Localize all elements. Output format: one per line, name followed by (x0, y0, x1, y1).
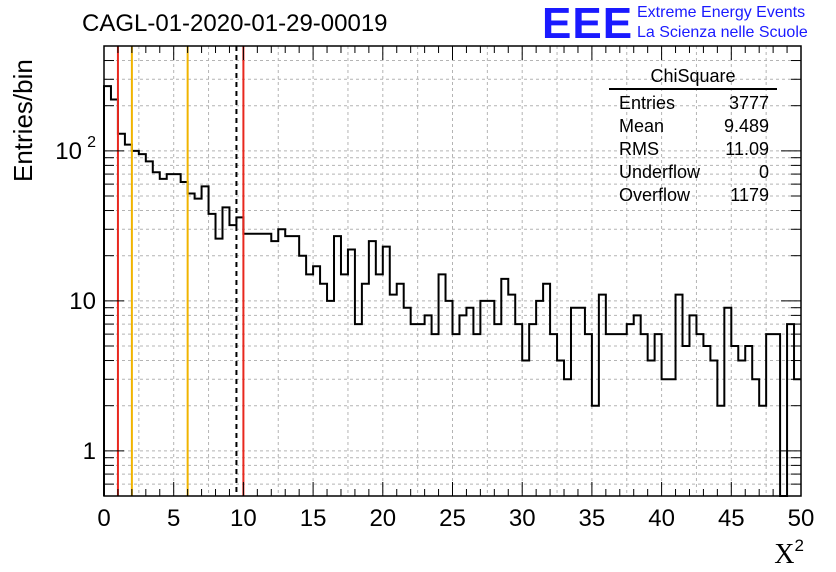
y-tick-label: 10 (69, 288, 96, 315)
eee-logo: EEE (542, 0, 634, 48)
x-tick-label: 25 (439, 505, 466, 532)
chart-grid (104, 46, 801, 496)
x-tick-label: 20 (369, 505, 396, 532)
stats-row: Entries 3777 (609, 92, 777, 115)
stats-label: RMS (619, 139, 659, 159)
x-axis-label-superscript: 2 (794, 536, 804, 555)
x-tick-label: 5 (167, 505, 180, 532)
stats-value: 11.09 (725, 139, 769, 159)
x-tick-label: 30 (509, 505, 536, 532)
stats-box-title: ChiSquare (609, 66, 777, 90)
stats-row: RMS 11.09 (609, 138, 777, 161)
x-axis-label: X2 (774, 536, 804, 571)
stats-box: ChiSquare Entries 3777 Mean 9.489 RMS 11.09… (609, 66, 777, 207)
histogram-outline (103, 85, 801, 497)
chart-title: CAGL-01-2020-01-29-00019 (82, 10, 388, 37)
stats-value: 9.489 (723, 116, 769, 136)
y-tick-label: 10 (55, 138, 82, 165)
chart-axes: 0 5 10 15 20 25 30 35 40 45 50 1 10 10 2 (55, 45, 815, 532)
x-tick-label: 40 (648, 505, 675, 532)
stats-label: Overflow (619, 185, 691, 205)
stats-row: Underflow 0 (609, 161, 777, 184)
stats-label: Mean (619, 116, 665, 136)
x-axis-label-base: X (774, 539, 795, 570)
logo-caption-line1: Extreme Energy Events (637, 4, 806, 21)
stats-row: Mean 9.489 (609, 115, 777, 138)
stats-row: Overflow 1179 (609, 184, 777, 207)
logo-caption-line2: La Scienza nelle Scuole (637, 24, 808, 41)
x-tick-label: 45 (718, 505, 745, 532)
histogram-series (103, 85, 801, 497)
x-tick-label: 0 (97, 505, 110, 532)
stats-value: 3777 (728, 93, 769, 113)
y-tick-label: 1 (83, 438, 96, 465)
stats-value: 0 (758, 162, 769, 182)
x-tick-label: 50 (788, 505, 815, 532)
reference-lines (116, 46, 245, 496)
stats-value: 1179 (730, 185, 769, 205)
x-tick-label: 15 (300, 505, 327, 532)
stats-label: Entries (619, 93, 676, 113)
x-tick-label: 10 (230, 505, 257, 532)
stats-label: Underflow (619, 162, 701, 182)
logo-caption: Extreme Energy Events La Scienza nelle S… (637, 3, 808, 43)
x-tick-label: 35 (579, 505, 606, 532)
y-axis-label: Entries/bin (8, 59, 38, 182)
y-tick-label-exponent: 2 (87, 134, 96, 151)
